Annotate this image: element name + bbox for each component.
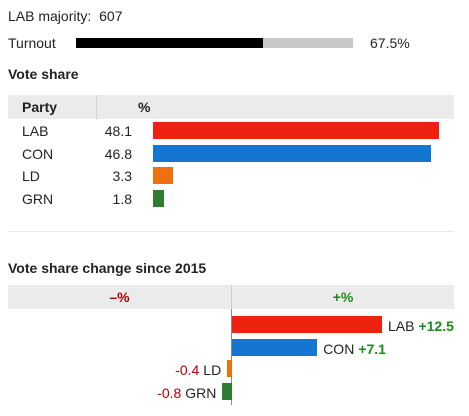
vote-share-title: Vote share [8, 66, 79, 82]
vote-share-value: 3.3 [112, 168, 132, 184]
negative-change-header: –% [109, 289, 130, 305]
majority-row: LAB majority: 607 [8, 8, 123, 24]
party-name: GRN [22, 191, 54, 207]
turnout-progress-bar [76, 38, 353, 48]
change-header-divider [231, 285, 232, 309]
change-label: CON +7.1 [323, 341, 386, 357]
turnout-value: 67.5% [370, 35, 410, 51]
party-name: CON [323, 341, 355, 357]
turnout-label: Turnout [8, 35, 56, 51]
majority-value: 607 [99, 8, 123, 24]
vote-share-value: 46.8 [104, 146, 132, 162]
column-header-percent: % [138, 99, 151, 115]
change-label: LAB +12.5 [388, 318, 454, 334]
change-label: -0.4 LD [175, 362, 221, 378]
party-name: LAB [22, 123, 49, 139]
party-name: GRN [185, 385, 217, 401]
party-name: CON [22, 146, 54, 162]
party-name: LD [203, 362, 222, 378]
vote-share-value: 1.8 [112, 191, 132, 207]
party-name: LD [22, 168, 40, 184]
change-label: -0.8 GRN [157, 385, 216, 401]
party-name: LAB [388, 318, 415, 334]
change-bar [227, 360, 232, 377]
turnout-progress-fill [76, 38, 263, 48]
change-bar [232, 316, 382, 333]
change-value: +7.1 [358, 341, 386, 357]
vote-share-header [8, 95, 454, 119]
change-zero-axis [231, 309, 232, 405]
change-value: -0.4 [175, 362, 200, 378]
column-header-party: Party [22, 99, 58, 115]
change-bar [232, 339, 318, 356]
change-title: Vote share change since 2015 [8, 260, 207, 276]
vote-share-header-divider [96, 95, 97, 119]
vote-share-bar [153, 167, 173, 184]
vote-share-bar [153, 190, 164, 207]
change-value: -0.8 [157, 385, 182, 401]
majority-label: LAB majority: [8, 8, 92, 24]
vote-share-value: 48.1 [104, 123, 132, 139]
section-divider [8, 231, 454, 232]
vote-share-bar [153, 145, 432, 162]
positive-change-header: +% [332, 289, 354, 305]
vote-share-bar [153, 122, 439, 139]
change-value: +12.5 [418, 318, 454, 334]
change-bar [222, 383, 232, 400]
